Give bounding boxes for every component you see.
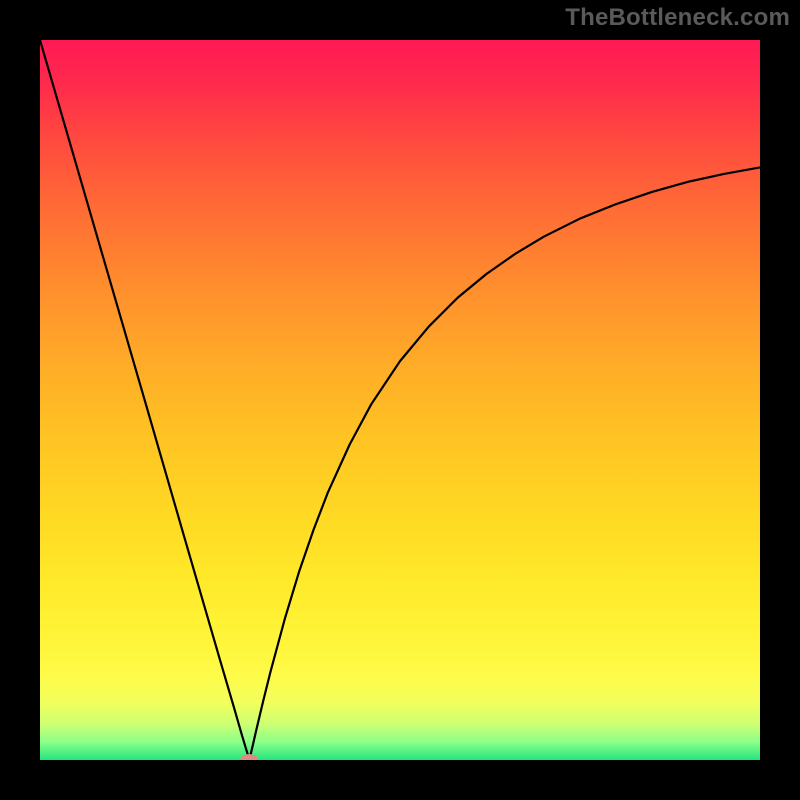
bottleneck-curve-chart — [0, 0, 800, 800]
watermark-text: TheBottleneck.com — [565, 4, 790, 32]
chart-container: TheBottleneck.com — [0, 0, 800, 800]
plot-background — [40, 40, 760, 760]
